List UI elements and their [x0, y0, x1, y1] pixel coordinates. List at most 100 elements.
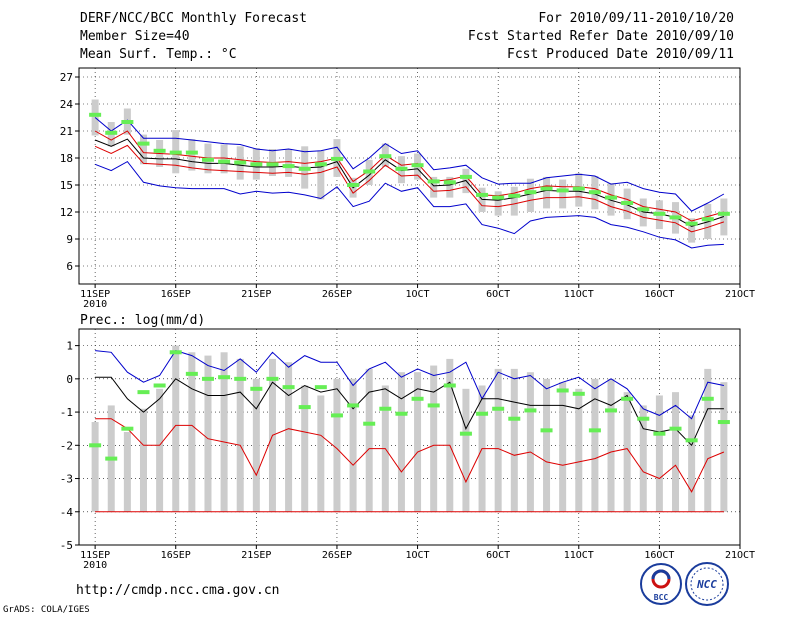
prec-spread-bar: [301, 385, 309, 512]
prec-spread-bar: [414, 372, 422, 512]
temp-observed-marker: [282, 164, 295, 169]
temp-observed-marker: [330, 156, 343, 161]
prec-spread-bar: [672, 392, 680, 512]
prec-xtick-label: 11SEP: [80, 550, 110, 561]
temp-observed-marker: [411, 163, 424, 168]
prec-spread-bar: [591, 378, 599, 512]
prec-observed-marker: [411, 396, 424, 401]
temp-xtick-label: 21SEP: [241, 289, 271, 300]
temp-observed-marker: [395, 166, 408, 171]
temp-series-mean: [94, 138, 725, 227]
temp-observed-marker: [637, 207, 650, 212]
temp-series-max: [94, 117, 725, 212]
temp-observed-marker: [121, 120, 134, 124]
temp-observed-marker: [137, 141, 150, 146]
temp-spread-bar: [317, 150, 325, 200]
prec-observed-marker: [266, 376, 279, 381]
temp-ytick-label: 27: [60, 71, 73, 84]
prec-xtick-label: 21OCT: [725, 550, 755, 561]
prec-observed-marker: [314, 385, 327, 390]
prec-spread-bar: [720, 382, 728, 512]
prec-spread-bar: [220, 352, 228, 512]
temp-spread-bar: [688, 218, 696, 243]
bcc-logo-text: BCC: [654, 593, 669, 602]
temp-observed-marker: [153, 148, 166, 153]
prec-observed-marker: [282, 385, 295, 390]
prec-observed-marker: [540, 428, 553, 433]
temp-spread-bar: [510, 186, 518, 216]
temp-observed-marker: [443, 180, 456, 185]
prec-observed-marker: [476, 411, 489, 416]
prec-ytick-label: -5: [60, 539, 73, 552]
temp-observed-marker: [459, 174, 472, 179]
prec-spread-bar: [123, 432, 131, 512]
prec-spread-bar: [446, 358, 454, 512]
prec-spread-bar: [156, 388, 164, 512]
prec-series-max: [95, 350, 725, 420]
prec-observed-marker: [427, 403, 440, 408]
temp-spread-bar: [446, 176, 454, 198]
prec-observed-marker: [234, 376, 247, 381]
prec-spread-bar: [510, 368, 518, 512]
prec-xtick-label: 21SEP: [241, 550, 271, 561]
prec-observed-marker: [492, 406, 505, 411]
prec-spread-bar: [575, 388, 583, 512]
temp-observed-marker: [347, 183, 360, 187]
prec-observed-marker: [185, 371, 198, 376]
prec-observed-marker: [330, 413, 343, 418]
prec-spread-bar: [365, 368, 373, 512]
temp-observed-marker: [185, 150, 198, 155]
prec-spread-bar: [639, 405, 647, 512]
prec-observed-marker: [572, 391, 585, 396]
prec-spread-bar: [688, 415, 696, 512]
temp-observed-marker: [314, 162, 327, 167]
temp-xtick-label: 26SEP: [322, 289, 352, 300]
prec-spread-bar: [607, 378, 615, 512]
prec-spread-bar: [623, 392, 631, 512]
prec-series-min: [95, 418, 725, 493]
produced-date: Fcst Produced Date 2010/09/11: [507, 47, 734, 62]
temp-observed-marker: [218, 159, 231, 164]
temp-observed-marker: [427, 179, 440, 184]
prec-observed-marker: [653, 431, 666, 436]
bcc-logo: BCC: [640, 563, 682, 605]
bcc-logo-arc-icon: [651, 569, 671, 580]
prec-observed-marker: [556, 388, 569, 393]
prec-observed-marker: [701, 396, 714, 401]
prec-spread-bar: [91, 422, 99, 512]
prec-observed-marker: [395, 411, 408, 416]
chart-title: DERF/NCC/BCC Monthly Forecast: [80, 11, 307, 26]
prec-spread-bar: [704, 368, 712, 512]
source-url[interactable]: http://cmdp.ncc.cma.gov.cn: [76, 583, 280, 598]
temp-spread-bar: [543, 176, 551, 209]
prec-observed-marker: [250, 386, 263, 391]
temp-observed-marker: [717, 211, 730, 216]
temp-observed-marker: [508, 193, 521, 198]
prec-spread-bar: [462, 388, 470, 512]
prec-observed-marker: [685, 438, 698, 443]
prec-spread-bar: [349, 378, 357, 512]
temp-spread-bar: [285, 149, 293, 177]
prec-spread-bar: [430, 365, 438, 512]
prec-observed-marker: [153, 383, 166, 388]
prec-observed-marker: [201, 376, 214, 381]
temp-observed-marker: [572, 186, 585, 191]
prec-observed-marker: [298, 405, 311, 410]
temp-observed-marker: [621, 201, 634, 205]
temp-ytick-label: 12: [60, 206, 73, 219]
ncc-logo: NCC: [685, 562, 729, 606]
prec-xtick-label: 16SEP: [161, 550, 191, 561]
prec-ytick-label: 0: [66, 373, 73, 386]
prec-observed-marker: [443, 383, 456, 388]
temp-observed-marker: [363, 169, 376, 174]
prec-spread-bar: [252, 378, 260, 512]
started-refer-date: Fcst Started Refer Date 2010/09/10: [467, 29, 734, 44]
prec-spread-bar: [397, 372, 405, 512]
prec-observed-marker: [105, 456, 118, 461]
prec-observed-marker: [137, 390, 150, 395]
prec-spread-bar: [333, 378, 341, 512]
temp-ytick-label: 21: [60, 125, 73, 138]
temp-xtick-sublabel: 2010: [83, 299, 107, 310]
temp-ytick-label: 6: [66, 260, 73, 273]
